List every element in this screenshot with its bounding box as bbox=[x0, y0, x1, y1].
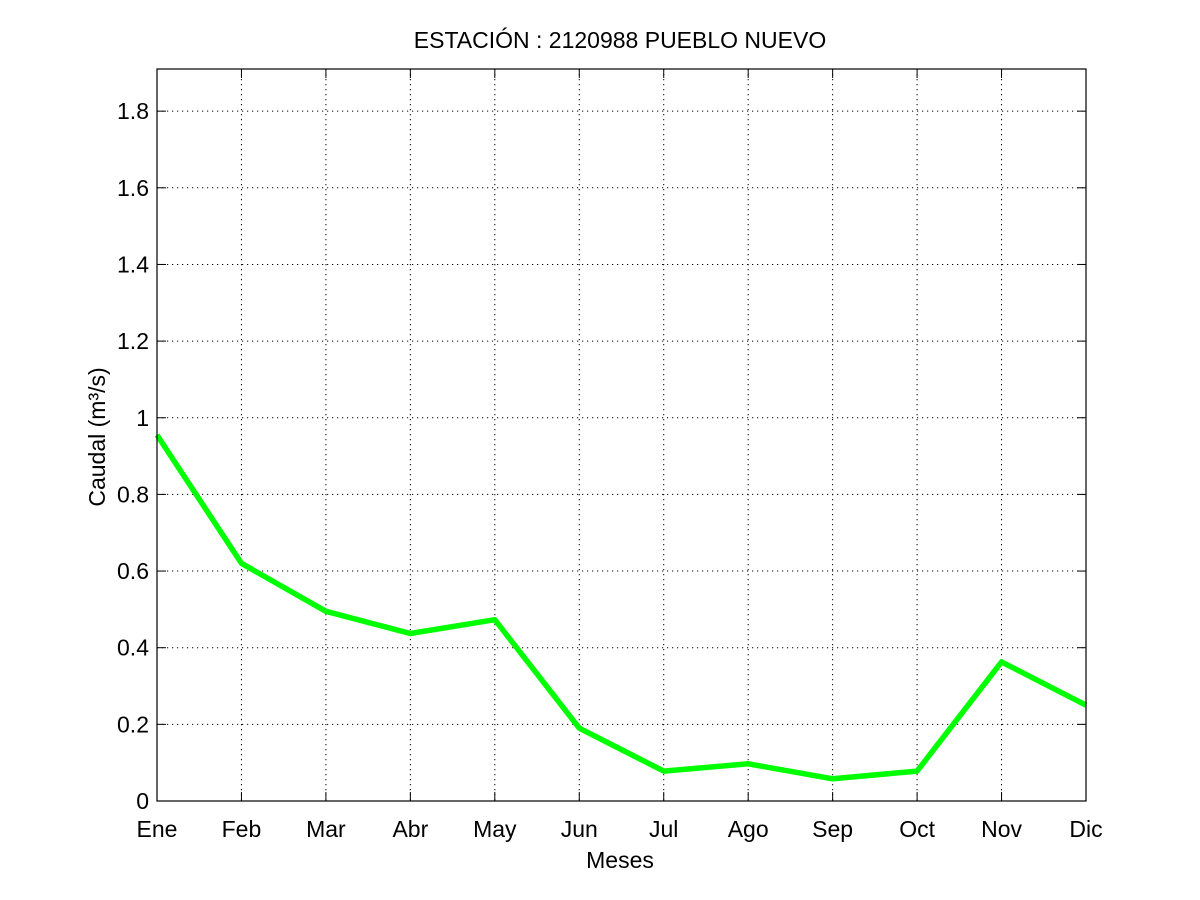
y-axis-title: Caudal (m³/s) bbox=[84, 367, 110, 506]
x-tick-labels: Ene Feb Mar Abr May Jun Jul Ago Sep Oct Nov Dic bbox=[137, 816, 1103, 842]
x-tick-label: Oct bbox=[899, 816, 935, 842]
x-tick-label: Ene bbox=[137, 816, 178, 842]
y-tick-label: 1.2 bbox=[117, 328, 149, 354]
x-tick-label: Nov bbox=[981, 816, 1022, 842]
axes-box bbox=[156, 68, 1087, 802]
x-tick-label: Jul bbox=[649, 816, 678, 842]
x-tick-label: Dic bbox=[1069, 816, 1102, 842]
y-tick-label: 1.6 bbox=[117, 175, 149, 201]
y-tick-label: 1.4 bbox=[117, 251, 149, 277]
x-tick-label: Sep bbox=[812, 816, 853, 842]
y-tick-label: 0.2 bbox=[117, 711, 149, 737]
y-tick-label: 1.8 bbox=[117, 98, 149, 124]
x-tick-label: Feb bbox=[222, 816, 262, 842]
plot-area bbox=[157, 69, 1086, 801]
chart-title: ESTACIÓN : 2120988 PUEBLO NUEVO bbox=[414, 27, 826, 53]
x-tick-label: Ago bbox=[728, 816, 769, 842]
y-tick-labels: 0 0.2 0.4 0.6 0.8 1 1.2 1.4 1.6 1.8 bbox=[117, 98, 149, 814]
grid bbox=[157, 69, 1086, 801]
x-tick-label: Abr bbox=[392, 816, 428, 842]
plot-frame bbox=[156, 68, 1087, 802]
tick-marks bbox=[156, 69, 1087, 802]
y-tick-label: 0.4 bbox=[117, 635, 149, 661]
x-tick-label: Mar bbox=[306, 816, 346, 842]
series-layer bbox=[154, 433, 1088, 782]
y-tick-label: 1 bbox=[136, 405, 149, 431]
x-tick-label: May bbox=[473, 816, 517, 842]
y-tick-label: 0 bbox=[136, 788, 149, 814]
y-tick-label: 0.6 bbox=[117, 558, 149, 584]
series-line bbox=[154, 433, 1088, 782]
y-tick-label: 0.8 bbox=[117, 481, 149, 507]
x-tick-label: Jun bbox=[561, 816, 598, 842]
x-axis-title: Meses bbox=[586, 847, 654, 873]
